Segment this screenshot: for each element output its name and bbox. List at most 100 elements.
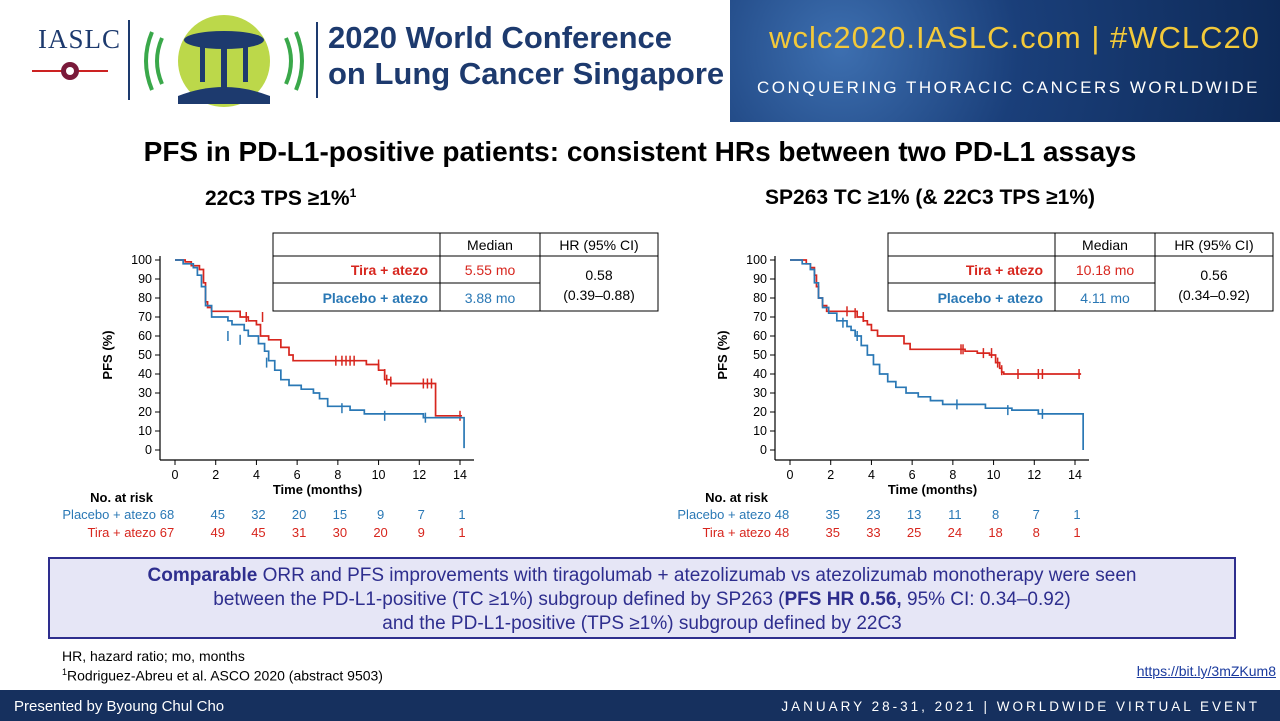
summary-line-2: between the PD-L1-positive (TC ≥1%) subg… — [50, 588, 1234, 612]
summary-line-2-bold: PFS HR 0.56, — [784, 589, 902, 610]
x-tick-label: 10 — [372, 468, 386, 482]
header-divider — [128, 20, 130, 100]
summary-line-3: and the PD-L1-positive (TPS ≥1%) subgrou… — [382, 613, 902, 634]
risk-count: 8 — [1033, 525, 1040, 540]
y-tick-label: 0 — [145, 443, 152, 457]
risk-count: 7 — [1033, 507, 1040, 522]
summary-line-1: Comparable ORR and PFS improvements with… — [50, 564, 1234, 588]
risk-count: 48 — [775, 525, 789, 540]
risk-row-label: Tira + atezo — [702, 525, 771, 540]
risk-count: 1 — [458, 525, 465, 540]
risk-count: 23 — [866, 507, 880, 522]
results-row-median: 3.88 mo — [465, 290, 516, 306]
risk-count: 33 — [866, 525, 880, 540]
risk-table-header: No. at risk — [90, 490, 154, 505]
summary-line-2-post: 95% CI: 0.34–0.92) — [901, 589, 1071, 610]
x-tick-label: 8 — [949, 468, 956, 482]
y-tick-label: 30 — [138, 386, 152, 400]
risk-row-label: Placebo + atezo — [62, 507, 156, 522]
y-tick-label: 20 — [753, 405, 767, 419]
y-tick-label: 10 — [138, 424, 152, 438]
hr-value: 0.56 — [1200, 267, 1227, 283]
chart-title-left-sup: 1 — [349, 186, 357, 200]
x-tick-label: 6 — [909, 468, 916, 482]
banner-url: wclc2020.IASLC.com | #WCLC20 — [769, 20, 1260, 55]
risk-count: 8 — [992, 507, 999, 522]
y-tick-label: 10 — [753, 424, 767, 438]
conference-title-line1: 2020 World Conference — [328, 20, 672, 55]
y-tick-label: 100 — [746, 253, 767, 267]
results-table-header: HR (95% CI) — [1174, 237, 1253, 253]
slide-title: PFS in PD-L1-positive patients: consiste… — [143, 136, 1137, 167]
risk-count: 11 — [948, 507, 962, 522]
risk-count: 25 — [907, 525, 921, 540]
km-curve-tira — [175, 259, 463, 417]
x-tick-label: 12 — [1027, 468, 1041, 482]
y-tick-label: 30 — [753, 386, 767, 400]
x-tick-label: 12 — [412, 468, 426, 482]
header-banner: wclc2020.IASLC.com | #WCLC20 CONQUERING … — [730, 0, 1280, 122]
y-tick-label: 0 — [760, 443, 767, 457]
footnote-abbreviations: HR, hazard ratio; mo, months — [62, 648, 245, 664]
risk-count: 45 — [251, 525, 265, 540]
chart-title-left: 22C3 TPS ≥1%1 — [205, 186, 356, 211]
presenter-credit: Presented by Byoung Chul Cho — [14, 698, 225, 715]
conference-title-line2: on Lung Cancer Singapore — [328, 56, 725, 91]
risk-count: 68 — [160, 507, 174, 522]
y-tick-label: 50 — [138, 348, 152, 362]
hr-ci: (0.39–0.88) — [563, 287, 635, 303]
footnote-reference-sup: 1 — [62, 667, 68, 677]
wclc-logo-icon — [144, 15, 304, 107]
risk-count: 20 — [292, 507, 306, 522]
results-row-median: 10.18 mo — [1076, 262, 1135, 278]
hr-value: 0.58 — [585, 267, 612, 283]
y-tick-label: 70 — [753, 310, 767, 324]
x-tick-label: 10 — [987, 468, 1001, 482]
risk-count: 1 — [1073, 525, 1080, 540]
y-tick-label: 40 — [753, 367, 767, 381]
results-table-header: HR (95% CI) — [559, 237, 638, 253]
risk-count: 20 — [373, 525, 387, 540]
y-tick-label: 90 — [138, 272, 152, 286]
y-tick-label: 60 — [753, 329, 767, 343]
iaslc-emblem-icon — [32, 62, 108, 80]
summary-line-2-pre: between the PD-L1-positive (TC ≥1%) subg… — [213, 589, 785, 610]
x-tick-label: 14 — [453, 468, 467, 482]
x-tick-label: 0 — [787, 468, 794, 482]
risk-count: 15 — [333, 507, 347, 522]
event-dates: JANUARY 28-31, 2021 | WORLDWIDE VIRTUAL … — [781, 699, 1260, 714]
y-tick-label: 40 — [138, 367, 152, 381]
results-row-median: 5.55 mo — [465, 262, 516, 278]
conference-divider — [316, 22, 318, 98]
y-axis-label: PFS (%) — [715, 330, 730, 379]
results-row-median: 4.11 mo — [1080, 290, 1130, 306]
risk-count: 31 — [292, 525, 306, 540]
x-tick-label: 2 — [212, 468, 219, 482]
results-table-border — [887, 232, 1274, 312]
risk-count: 49 — [210, 525, 224, 540]
risk-count: 18 — [988, 525, 1002, 540]
x-tick-label: 0 — [172, 468, 179, 482]
risk-table-header: No. at risk — [705, 490, 769, 505]
y-axis-label: PFS (%) — [100, 330, 115, 379]
results-row-label: Tira + atezo — [351, 262, 428, 278]
footer: Presented by Byoung Chul Cho JANUARY 28-… — [0, 690, 1280, 721]
reference-link[interactable]: https://bit.ly/3mZKum8 — [1136, 663, 1276, 679]
x-tick-label: 14 — [1068, 468, 1082, 482]
risk-count: 35 — [825, 525, 839, 540]
risk-count: 24 — [948, 525, 962, 540]
results-table-border — [272, 232, 659, 312]
summary-box: Comparable ORR and PFS improvements with… — [48, 557, 1236, 639]
risk-count: 1 — [1073, 507, 1080, 522]
risk-count: 1 — [458, 507, 465, 522]
results-table-header: Median — [1082, 237, 1128, 253]
risk-count: 45 — [210, 507, 224, 522]
results-table-header: Median — [467, 237, 513, 253]
results-row-label: Placebo + atezo — [938, 290, 1043, 306]
risk-count: 30 — [333, 525, 347, 540]
risk-count: 9 — [377, 507, 384, 522]
risk-count: 67 — [160, 525, 174, 540]
x-tick-label: 2 — [827, 468, 834, 482]
